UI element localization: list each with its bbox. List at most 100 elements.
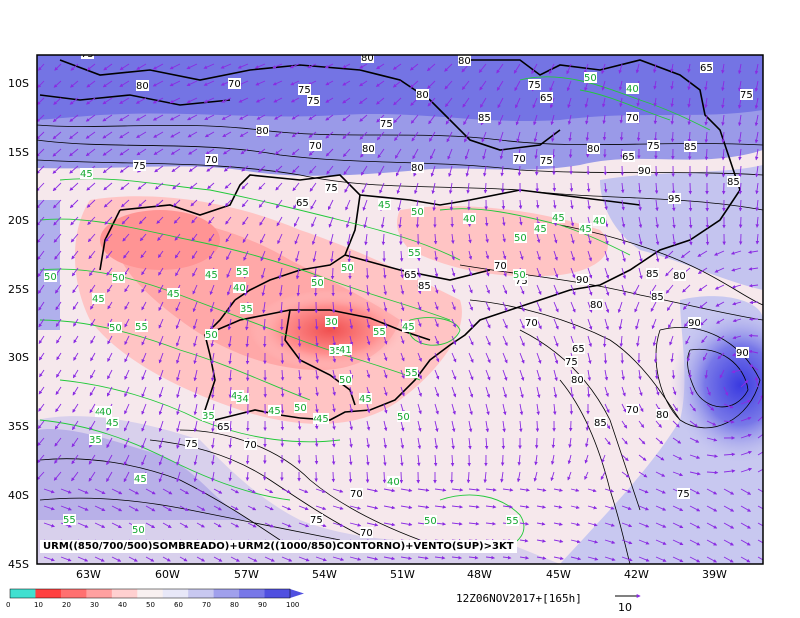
wind-vector <box>102 148 113 156</box>
wind-vector <box>139 233 147 242</box>
wind-vector <box>451 233 455 244</box>
contour-label-green: 45 <box>92 294 105 305</box>
colorbar-swatch <box>137 589 164 598</box>
wind-vector <box>672 386 677 396</box>
wind-vector <box>106 386 113 397</box>
wind-vector <box>86 97 96 105</box>
wind-vector <box>716 318 725 324</box>
wind-vector <box>568 131 572 142</box>
wind-vector <box>328 216 334 228</box>
wind-vector <box>280 386 285 398</box>
wind-vector <box>531 63 538 75</box>
wind-vector <box>740 379 749 388</box>
colorbar-swatch <box>239 589 266 598</box>
wind-vector <box>719 369 725 379</box>
wind-vector <box>485 233 489 243</box>
wind-vector <box>193 471 198 483</box>
contour-label-black: 85 <box>594 418 607 429</box>
wind-vector <box>308 114 317 120</box>
wind-vector <box>383 386 388 397</box>
wind-vector <box>682 284 691 293</box>
wind-vector <box>69 165 79 174</box>
wind-vector <box>123 250 130 259</box>
wind-vector <box>738 114 742 127</box>
contour-label-black: 95 <box>668 194 681 205</box>
contour-label-green: 40 <box>387 477 400 488</box>
wind-vector <box>366 301 371 313</box>
contour-label-black: 70 <box>626 405 639 416</box>
contour-label-black: 80 <box>362 144 375 155</box>
wind-vector <box>207 182 215 189</box>
wind-vector <box>665 267 674 277</box>
wind-vector <box>689 488 701 495</box>
wind-vector <box>242 233 249 244</box>
wind-vector <box>689 471 701 476</box>
wind-vector <box>330 250 334 263</box>
wind-vector <box>393 114 402 124</box>
wind-vector <box>721 165 726 178</box>
wind-vector <box>567 454 572 465</box>
wind-vector <box>123 454 130 466</box>
wind-vector <box>210 369 215 382</box>
wind-vector <box>434 352 440 363</box>
wind-vector <box>280 352 285 365</box>
wind-vector <box>169 114 181 121</box>
wind-vector <box>502 216 506 227</box>
wind-vector <box>478 63 487 73</box>
wind-vector <box>291 131 300 138</box>
wind-vector <box>485 352 491 364</box>
wind-vector <box>172 182 181 190</box>
wind-vector <box>434 386 440 398</box>
wind-vector <box>706 420 717 426</box>
wind-vector <box>757 413 763 422</box>
contour-label-green: 50 <box>424 516 437 527</box>
wind-vector <box>532 97 538 109</box>
wind-vector <box>468 420 473 433</box>
wind-vector <box>89 267 96 277</box>
wind-vector <box>152 114 164 121</box>
wind-vector <box>600 471 606 481</box>
wind-vector <box>502 505 513 509</box>
wind-vector <box>434 369 440 380</box>
wind-vector <box>723 420 735 424</box>
wind-vector <box>434 250 438 261</box>
wind-vector <box>585 114 589 125</box>
wind-vector <box>672 403 678 412</box>
wind-vector <box>392 63 402 70</box>
wind-vector <box>37 97 45 106</box>
wind-vector <box>141 284 147 293</box>
wind-vector <box>451 420 456 433</box>
wind-vector <box>192 301 198 313</box>
wind-vector <box>602 335 607 348</box>
wind-vector <box>179 488 190 495</box>
wind-vector <box>94 522 106 528</box>
wind-vector <box>687 97 691 108</box>
wind-vector <box>714 284 725 290</box>
wind-vector <box>69 148 79 157</box>
contour-label-black: 85 <box>651 292 664 303</box>
wind-vector <box>310 199 317 210</box>
wind-vector <box>748 349 759 354</box>
wind-vector <box>258 182 266 190</box>
wind-vector <box>551 131 555 142</box>
wind-vector <box>500 454 505 467</box>
contour-label-black: 70 <box>525 318 538 329</box>
wind-vector <box>479 80 487 91</box>
wind-vector <box>637 182 642 194</box>
wind-vector <box>754 114 759 127</box>
contour-label-black: 70 <box>228 79 241 90</box>
wind-vector <box>638 471 648 478</box>
wind-vector <box>400 488 413 493</box>
wind-vector <box>189 182 198 190</box>
wind-vector <box>738 216 743 229</box>
wind-vector <box>451 437 455 450</box>
wind-vector <box>723 386 729 397</box>
wind-vector <box>176 386 181 399</box>
contour-label-black: 70 <box>350 489 363 500</box>
wind-vector <box>383 505 396 510</box>
wind-vector <box>697 250 708 257</box>
wind-vector <box>468 318 474 329</box>
wind-vector <box>601 63 606 75</box>
contour-label-green: 50 <box>397 412 410 423</box>
